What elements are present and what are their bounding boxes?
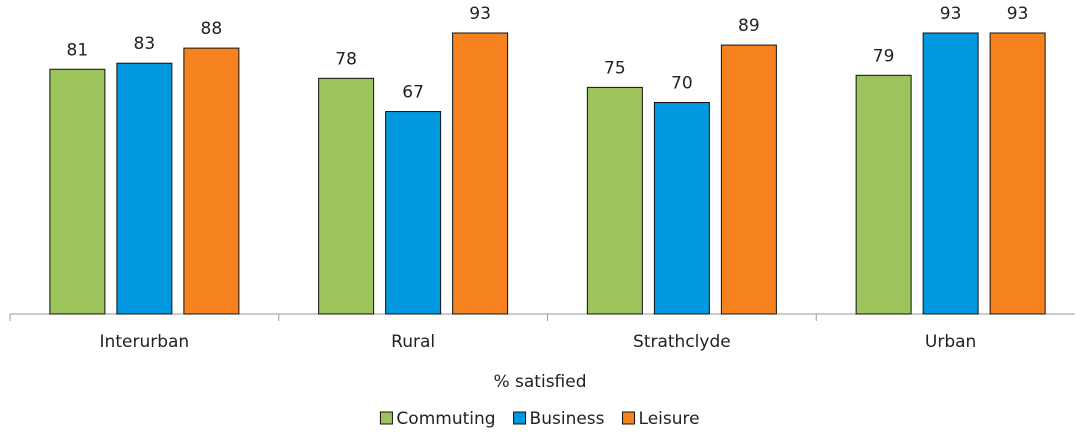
data-label: 83 bbox=[134, 34, 156, 54]
legend-swatch bbox=[513, 411, 527, 425]
bar bbox=[116, 62, 173, 315]
bar bbox=[385, 111, 442, 315]
legend-label: Leisure bbox=[639, 409, 700, 429]
bar bbox=[653, 101, 710, 315]
legend-label: Commuting bbox=[396, 409, 495, 429]
bar bbox=[720, 44, 777, 315]
data-label: 89 bbox=[738, 16, 760, 36]
data-label: 79 bbox=[873, 46, 895, 66]
data-label: 78 bbox=[335, 49, 357, 69]
x-tick-label: Strathclyde bbox=[633, 332, 731, 352]
data-label: 88 bbox=[201, 19, 223, 39]
legend-swatch bbox=[622, 411, 636, 425]
bar bbox=[318, 77, 375, 315]
data-label: 81 bbox=[67, 40, 89, 60]
bar bbox=[855, 74, 912, 315]
data-label: 75 bbox=[604, 58, 626, 78]
bar bbox=[586, 86, 643, 315]
bar bbox=[922, 32, 979, 315]
data-label: 70 bbox=[671, 73, 693, 93]
x-tick-label: Interurban bbox=[100, 332, 190, 352]
legend-label: Business bbox=[530, 409, 605, 429]
bar bbox=[452, 32, 509, 315]
x-tick-label: Rural bbox=[391, 332, 435, 352]
x-tick-label: Urban bbox=[925, 332, 976, 352]
data-label: 93 bbox=[1007, 4, 1029, 24]
bar bbox=[49, 68, 106, 315]
data-label: 93 bbox=[469, 4, 491, 24]
data-label: 93 bbox=[940, 4, 962, 24]
legend-swatch bbox=[379, 411, 393, 425]
x-axis-label: % satisfied bbox=[493, 372, 586, 392]
bar bbox=[183, 47, 240, 315]
bar bbox=[989, 32, 1046, 315]
data-label: 67 bbox=[402, 83, 424, 103]
